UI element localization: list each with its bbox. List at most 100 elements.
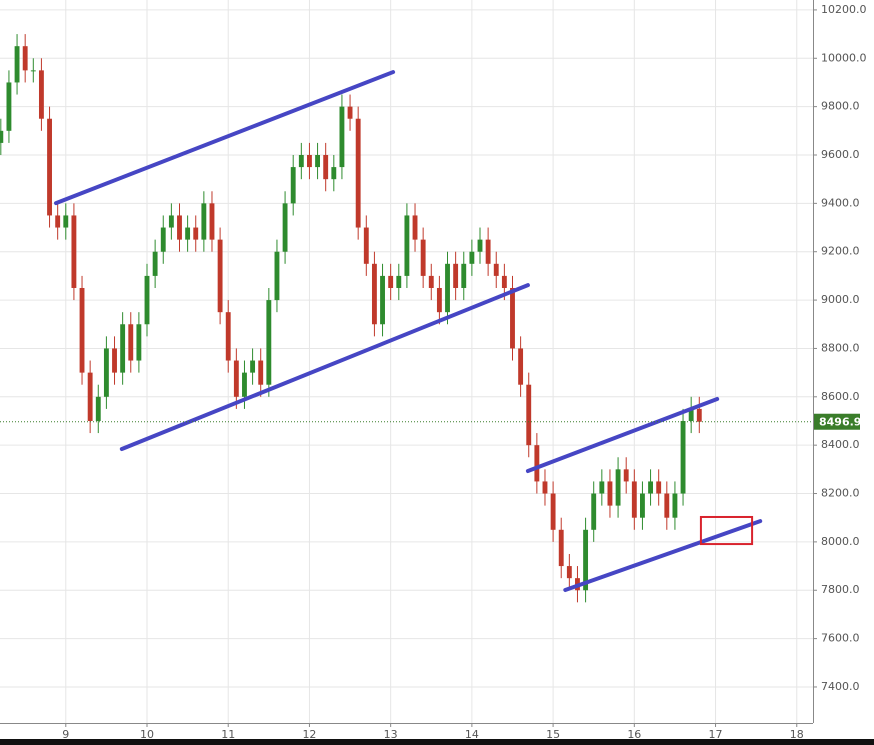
candle-body bbox=[22, 46, 28, 71]
candle-body bbox=[672, 493, 678, 518]
candle-body bbox=[266, 300, 272, 385]
candle-body bbox=[664, 493, 670, 518]
candle-body bbox=[160, 227, 166, 252]
candle-body bbox=[128, 324, 134, 361]
x-tick-label: 18 bbox=[790, 728, 804, 741]
candle-body bbox=[47, 118, 52, 216]
candle-body bbox=[14, 46, 20, 83]
last-price-box bbox=[814, 413, 860, 430]
candle-body bbox=[63, 215, 69, 228]
candle-body bbox=[599, 481, 605, 494]
candle-body bbox=[0, 130, 4, 143]
candle-body bbox=[152, 251, 158, 276]
candle-body bbox=[347, 106, 353, 119]
candle-body bbox=[558, 529, 564, 567]
candle-body bbox=[550, 493, 556, 530]
candle-body bbox=[71, 215, 77, 288]
candle-body bbox=[615, 469, 621, 506]
candle-body bbox=[526, 384, 532, 446]
x-tick-label: 9 bbox=[62, 728, 69, 741]
candle-body bbox=[453, 263, 459, 288]
candle-body bbox=[380, 275, 385, 325]
candle-body bbox=[696, 408, 702, 422]
candle-body bbox=[30, 70, 36, 72]
candle-body bbox=[355, 118, 361, 228]
bottom-bar bbox=[0, 739, 874, 745]
x-tick-label: 15 bbox=[546, 728, 560, 741]
y-tick-label: 8800.0 bbox=[821, 341, 860, 354]
candle-body bbox=[298, 154, 304, 168]
x-tick-label: 10 bbox=[140, 728, 154, 741]
candle-body bbox=[485, 239, 491, 264]
candle-body bbox=[501, 275, 507, 288]
candle-body bbox=[461, 263, 467, 288]
candle-body bbox=[436, 287, 442, 313]
candle-body bbox=[648, 481, 653, 494]
candle-body bbox=[510, 287, 515, 349]
candle-body bbox=[185, 227, 191, 240]
candle-body bbox=[168, 215, 174, 228]
candle-body bbox=[242, 372, 247, 397]
candle-body bbox=[55, 215, 61, 228]
candle-body bbox=[445, 263, 450, 313]
x-tick-label: 11 bbox=[221, 728, 235, 741]
candle-body bbox=[607, 481, 613, 506]
candle-body bbox=[469, 251, 475, 264]
y-tick-label: 7400.0 bbox=[821, 680, 860, 693]
y-tick-label: 9800.0 bbox=[821, 100, 860, 113]
candle-body bbox=[518, 348, 524, 385]
candle-body bbox=[396, 275, 402, 288]
y-tick-label: 8600.0 bbox=[821, 390, 860, 403]
candle-body bbox=[144, 275, 150, 325]
candle-body bbox=[388, 275, 394, 288]
candle-body bbox=[315, 154, 321, 168]
candle-body bbox=[623, 469, 629, 482]
last-price-label: 8496.9 bbox=[819, 416, 861, 429]
candle-body bbox=[323, 154, 329, 180]
candle-body bbox=[493, 263, 499, 276]
candle-body bbox=[566, 566, 572, 579]
candle-body bbox=[631, 481, 637, 518]
x-tick-label: 14 bbox=[465, 728, 479, 741]
candle-body bbox=[420, 239, 426, 276]
y-tick-label: 8200.0 bbox=[821, 487, 860, 500]
candle-body bbox=[112, 348, 117, 373]
y-tick-label: 9600.0 bbox=[821, 148, 860, 161]
y-tick-label: 9200.0 bbox=[821, 245, 860, 258]
candle-body bbox=[209, 203, 215, 240]
trendline bbox=[563, 519, 763, 593]
candle-body bbox=[307, 154, 312, 168]
candle-body bbox=[428, 275, 434, 288]
candle-body bbox=[640, 493, 645, 518]
plot bbox=[0, 34, 813, 603]
y-tick-label: 9400.0 bbox=[821, 196, 860, 209]
candle-body bbox=[534, 445, 540, 482]
x-tick-label: 13 bbox=[384, 728, 398, 741]
candle-body bbox=[38, 70, 44, 119]
y-tick-label: 8400.0 bbox=[821, 438, 860, 451]
candle-body bbox=[331, 167, 337, 180]
candle-body bbox=[688, 408, 694, 421]
candle-body bbox=[250, 360, 256, 373]
candle-body bbox=[120, 324, 126, 373]
candle-body bbox=[282, 203, 288, 252]
candle-body bbox=[363, 227, 369, 264]
candle-body bbox=[79, 287, 85, 373]
candle-body bbox=[542, 481, 548, 494]
trendline bbox=[525, 396, 720, 474]
candle-body bbox=[680, 420, 686, 494]
candle-body bbox=[193, 227, 199, 240]
candle-body bbox=[404, 215, 410, 276]
candle-body bbox=[136, 324, 142, 361]
y-tick-label: 8000.0 bbox=[821, 535, 860, 548]
candle-body bbox=[95, 396, 101, 421]
zone-box bbox=[699, 515, 754, 546]
y-tick-label: 9000.0 bbox=[821, 293, 860, 306]
candle-body bbox=[6, 82, 12, 131]
y-tick-label: 10000.0 bbox=[821, 51, 867, 64]
x-tick-label: 12 bbox=[302, 728, 316, 741]
candle-body bbox=[258, 360, 264, 385]
candle-body bbox=[371, 263, 377, 325]
